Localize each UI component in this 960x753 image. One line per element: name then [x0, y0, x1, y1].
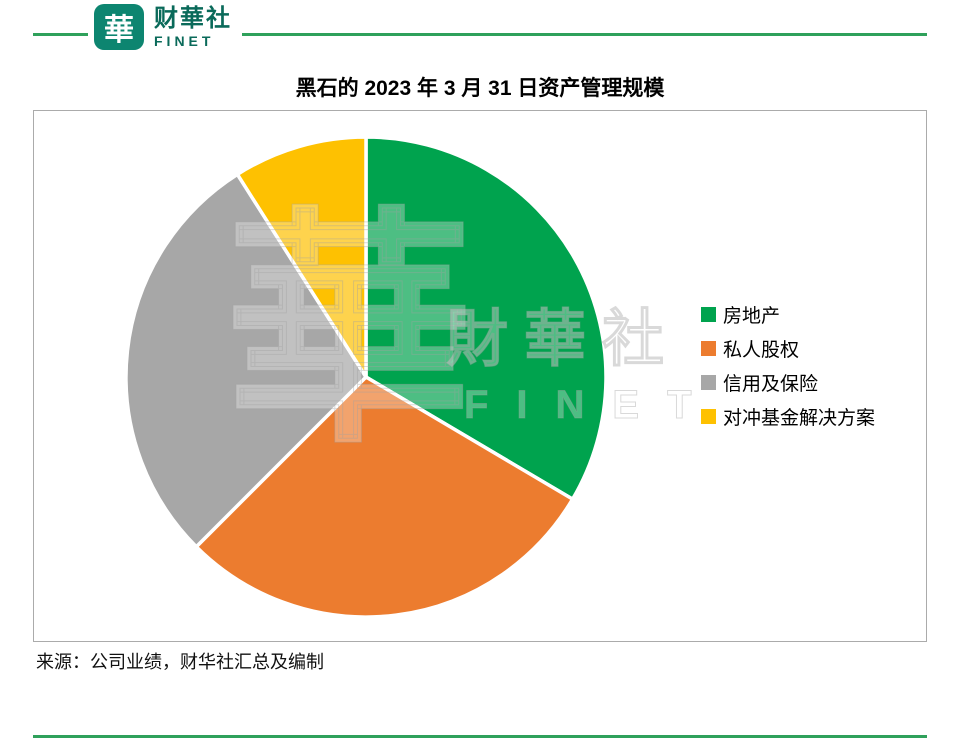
legend-swatch-gray: [701, 374, 716, 390]
legend-label: 信用及保险: [723, 373, 819, 395]
legend-item-credit-insurance: 信用及保险: [701, 371, 875, 395]
brand-header: 華 财華社 FINET: [88, 4, 242, 52]
pie-slice-2: [194, 375, 575, 619]
legend-item-private-equity: 私人股权: [701, 337, 875, 361]
legend-label: 对冲基金解决方案: [723, 407, 876, 429]
pie-chart: [124, 135, 608, 619]
legend-item-real-estate: 房地产: [701, 303, 875, 327]
legend-swatch-orange: [701, 340, 716, 356]
legend-swatch-yellow: [701, 408, 716, 424]
pie-slice-4: [235, 135, 368, 379]
brand-text: 财華社 FINET: [154, 4, 232, 49]
legend-swatch-green: [701, 306, 716, 322]
source-note: 来源：公司业绩，财华社汇总及编制: [36, 652, 324, 672]
brand-name-cn: 财華社: [154, 4, 232, 32]
logo-glyph: 華: [104, 14, 134, 47]
pie-slice-3: [124, 172, 368, 549]
chart-panel: 華 財華社 FINET 房地产 私人股权 信用及保险 对冲基金解决方案: [33, 110, 927, 642]
legend-label: 房地产: [723, 305, 781, 327]
bottom-border-line: [33, 735, 927, 738]
top-border-line: [33, 33, 927, 36]
chart-legend: 房地产 私人股权 信用及保险 对冲基金解决方案: [701, 303, 876, 429]
chart-title: 黑石的 2023 年 3 月 31 日资产管理规模: [295, 77, 665, 100]
legend-item-hedge-fund-solutions: 对冲基金解决方案: [701, 405, 876, 429]
legend-label: 私人股权: [723, 339, 800, 361]
finet-logo-icon: 華: [94, 4, 144, 50]
pie-slice-1: [364, 135, 608, 501]
brand-name-en: FINET: [154, 32, 215, 49]
